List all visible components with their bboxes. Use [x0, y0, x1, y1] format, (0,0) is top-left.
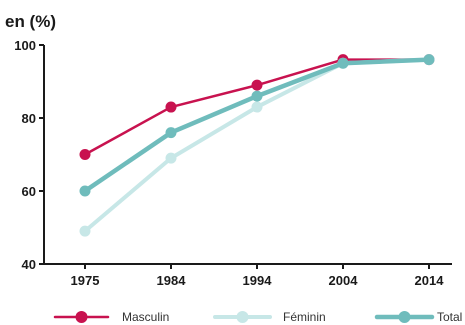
data-point: [337, 57, 349, 69]
legend: Masculin Féminin Total: [53, 310, 462, 324]
legend-label: Total: [437, 310, 462, 324]
data-point: [165, 101, 177, 113]
data-point: [251, 79, 263, 91]
y-tick-label: 40: [22, 257, 36, 272]
legend-label: Masculin: [122, 310, 169, 324]
series-masculin: [79, 54, 435, 160]
data-point: [165, 127, 177, 139]
x-tick-label: 1975: [71, 273, 100, 288]
data-point: [79, 225, 91, 237]
data-point: [79, 185, 91, 197]
data-point: [423, 54, 435, 66]
x-tick-label: 2014: [415, 273, 445, 288]
data-point: [165, 152, 177, 164]
data-point: [79, 149, 91, 160]
data-point: [251, 101, 263, 113]
y-tick-label: 80: [22, 111, 36, 126]
x-tick-label: 1984: [157, 273, 187, 288]
x-axis: 1975 1984 1994 2004 2014: [44, 263, 452, 288]
legend-item-masculin: Masculin: [53, 310, 169, 324]
y-axis: 40 60 80 100: [14, 38, 45, 272]
y-axis-unit-label: en (%): [5, 12, 56, 31]
y-tick-label: 60: [22, 184, 36, 199]
series-layer: [79, 54, 435, 237]
legend-item-féminin: Féminin: [213, 310, 326, 324]
series-total: [79, 54, 435, 197]
y-tick-label: 100: [14, 38, 36, 53]
legend-label: Féminin: [283, 310, 326, 324]
legend-swatch-marker: [75, 311, 88, 323]
x-tick-label: 1994: [243, 273, 273, 288]
x-tick-label: 2004: [329, 273, 359, 288]
legend-item-total: Total: [374, 310, 462, 324]
data-point: [251, 90, 263, 102]
legend-swatch-marker: [398, 311, 411, 323]
legend-swatch-marker: [236, 311, 249, 323]
